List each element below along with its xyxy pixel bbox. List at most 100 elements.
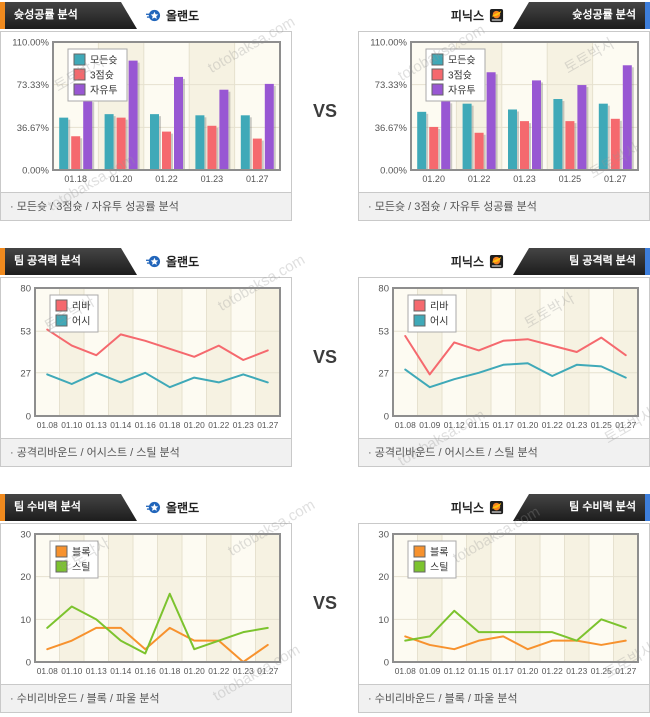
svg-text:01.12: 01.12 — [444, 420, 465, 430]
svg-text:10: 10 — [20, 615, 31, 626]
svg-text:01.27: 01.27 — [604, 174, 627, 184]
chart-card: 모든슛 3점슛 자유투 0.00% 36.67% 73.33% 110.00% 01.20 01… — [358, 31, 650, 221]
svg-text:10: 10 — [378, 615, 389, 626]
svg-text:0.00%: 0.00% — [22, 166, 49, 177]
svg-text:리바: 리바 — [72, 301, 90, 313]
accent-bar — [0, 248, 5, 275]
svg-text:20: 20 — [378, 572, 389, 583]
team-right: 피닉스 — [451, 2, 504, 29]
svg-text:01.20: 01.20 — [422, 174, 445, 184]
team-logo-orlando-icon — [146, 9, 161, 22]
svg-text:30: 30 — [378, 530, 389, 541]
chart-area: 리바 어시 0 27 53 80 01.08 01.10 01.13 01.14 01.16 01.1… — [1, 278, 291, 438]
vs-label: VS — [312, 101, 337, 121]
chart-card: 모든슛 3점슛 자유투 0.00% 36.67% 73.33% 110.00% 01.18 01… — [0, 31, 292, 221]
svg-text:01.17: 01.17 — [493, 666, 514, 676]
svg-text:01.25: 01.25 — [591, 420, 612, 430]
team-name: 올랜도 — [166, 501, 200, 515]
svg-text:01.14: 01.14 — [110, 666, 131, 676]
panel-left-shot-success: 슛성공률 분석 올랜도 모든슛 3점슛 자유투 0.00% 36.67% 73.33% 11… — [0, 2, 292, 221]
svg-text:01.23: 01.23 — [201, 174, 224, 184]
svg-text:자유투: 자유투 — [448, 85, 476, 97]
svg-text:01.18: 01.18 — [64, 174, 87, 184]
svg-text:01.20: 01.20 — [110, 174, 133, 184]
svg-text:01.22: 01.22 — [542, 666, 563, 676]
svg-text:0: 0 — [26, 658, 31, 669]
panel-right-shot-success: 피닉스 슛성공률 분석 모든슛 3점슛 자유투 0.00% 36.67% 73.33% 11… — [358, 2, 650, 221]
svg-text:80: 80 — [20, 284, 31, 295]
svg-text:0: 0 — [384, 658, 389, 669]
svg-text:53: 53 — [378, 327, 389, 338]
team-right: 피닉스 — [451, 494, 504, 521]
svg-text:01.12: 01.12 — [444, 666, 465, 676]
chart-area: 모든슛 3점슛 자유투 0.00% 36.67% 73.33% 110.00% 01.18 01… — [1, 32, 291, 192]
panel-header: 팀 공격력 분석 올랜도 — [0, 248, 292, 275]
svg-text:27: 27 — [20, 368, 31, 379]
team-name: 피닉스 — [450, 255, 484, 269]
svg-text:01.16: 01.16 — [135, 666, 156, 676]
section-title: 팀 수비력 분석 — [5, 494, 137, 521]
svg-text:3점슛: 3점슛 — [448, 70, 472, 82]
svg-text:스틸: 스틸 — [430, 561, 448, 574]
team-name: 피닉스 — [450, 9, 484, 23]
svg-text:27: 27 — [378, 368, 389, 379]
svg-text:01.22: 01.22 — [208, 420, 229, 430]
svg-text:01.23: 01.23 — [513, 174, 536, 184]
chart-area: 블록 스틸 0 10 20 30 01.08 01.10 01.13 01.14 01.16 01.1… — [1, 524, 291, 684]
row-defense: 팀 수비력 분석 올랜도 블록 스틸 0 10 20 30 01.08 01.10 01.13 0… — [0, 494, 650, 713]
chart-caption: · 공격리바운드 / 어시스트 / 스틸 분석 — [1, 438, 291, 466]
svg-text:110.00%: 110.00% — [370, 38, 407, 49]
panel-left-defense: 팀 수비력 분석 올랜도 블록 스틸 0 10 20 30 01.08 01.10 01.13 0… — [0, 494, 292, 713]
panel-right-defense: 피닉스 팀 수비력 분석 블록 스틸 0 10 20 30 01.08 01.09 01.12 0… — [358, 494, 650, 713]
svg-text:20: 20 — [20, 572, 31, 583]
svg-text:자유투: 자유투 — [90, 85, 118, 97]
panel-right-offense: 피닉스 팀 공격력 분석 리바 어시 0 27 53 80 01.08 01.09 01.12 0… — [358, 248, 650, 467]
accent-bar — [645, 248, 650, 275]
svg-text:01.08: 01.08 — [37, 666, 58, 676]
chart-card: 리바 어시 0 27 53 80 01.08 01.10 01.13 01.14 01.16 01.1… — [0, 277, 292, 467]
team-name: 피닉스 — [450, 501, 484, 515]
svg-text:73.33%: 73.33% — [17, 80, 50, 91]
row-offense: 팀 공격력 분석 올랜도 리바 어시 0 27 53 80 01.08 01.10 01.13 0… — [0, 248, 650, 467]
panel-left-offense: 팀 공격력 분석 올랜도 리바 어시 0 27 53 80 01.08 01.10 01.13 0… — [0, 248, 292, 467]
svg-text:0.00%: 0.00% — [380, 166, 407, 177]
svg-text:36.67%: 36.67% — [17, 123, 50, 134]
svg-text:01.23: 01.23 — [233, 666, 254, 676]
svg-text:01.18: 01.18 — [159, 420, 180, 430]
accent-bar — [0, 494, 5, 521]
svg-text:01.22: 01.22 — [542, 420, 563, 430]
section-title: 팀 공격력 분석 — [5, 248, 137, 275]
accent-bar — [645, 494, 650, 521]
team-left: 올랜도 — [146, 248, 199, 275]
svg-text:01.27: 01.27 — [246, 174, 269, 184]
panel-header: 피닉스 팀 공격력 분석 — [358, 248, 650, 275]
svg-text:01.25: 01.25 — [591, 666, 612, 676]
chart-caption: · 모든슛 / 3점슛 / 자유투 성공률 분석 — [1, 192, 291, 220]
chart-card: 리바 어시 0 27 53 80 01.08 01.09 01.12 01.15 01.17 01.2… — [358, 277, 650, 467]
svg-text:01.27: 01.27 — [615, 666, 636, 676]
svg-text:110.00%: 110.00% — [12, 38, 49, 49]
svg-text:블록: 블록 — [72, 547, 90, 559]
chart-caption: · 수비리바운드 / 블록 / 파울 분석 — [1, 684, 291, 712]
accent-bar — [0, 2, 5, 29]
svg-text:01.13: 01.13 — [86, 666, 107, 676]
svg-text:0: 0 — [384, 412, 389, 423]
svg-text:어시: 어시 — [430, 316, 448, 328]
svg-text:모든슛: 모든슛 — [448, 55, 476, 67]
svg-text:01.27: 01.27 — [257, 666, 278, 676]
svg-text:01.22: 01.22 — [468, 174, 491, 184]
svg-text:80: 80 — [378, 284, 389, 295]
section-title: 슛성공률 분석 — [513, 2, 645, 29]
svg-text:01.27: 01.27 — [257, 420, 278, 430]
svg-text:01.10: 01.10 — [61, 420, 82, 430]
svg-text:01.15: 01.15 — [468, 420, 489, 430]
svg-text:3점슛: 3점슛 — [90, 70, 114, 82]
svg-text:01.20: 01.20 — [517, 666, 538, 676]
chart-caption: · 모든슛 / 3점슛 / 자유투 성공률 분석 — [359, 192, 649, 220]
svg-text:53: 53 — [20, 327, 31, 338]
